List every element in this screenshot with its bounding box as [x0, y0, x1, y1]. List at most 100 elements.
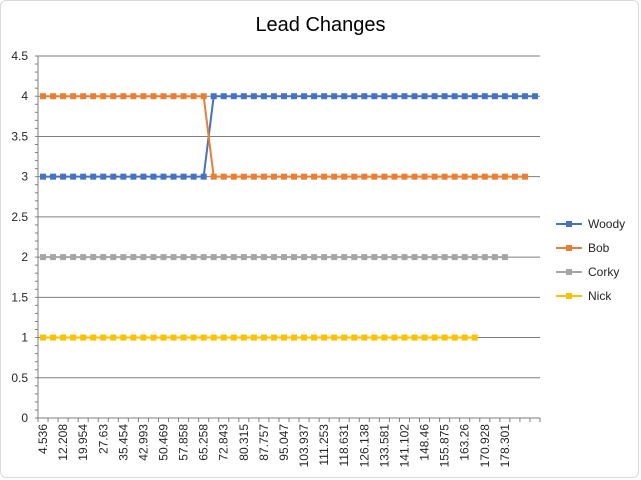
data-point	[230, 254, 237, 261]
data-point	[250, 334, 257, 341]
data-point	[70, 93, 77, 100]
data-point	[160, 334, 167, 341]
data-point	[511, 93, 518, 100]
data-point	[110, 173, 117, 180]
data-point	[331, 334, 338, 341]
data-point	[421, 254, 428, 261]
data-point	[170, 173, 177, 180]
data-point	[50, 173, 57, 180]
data-point	[431, 173, 438, 180]
series-corky	[40, 254, 508, 261]
y-tick-label: 1	[21, 331, 28, 345]
x-tick-label: 57.858	[177, 424, 191, 461]
data-point	[90, 93, 97, 100]
data-point	[411, 254, 418, 261]
x-tick-label: 50.469	[157, 424, 171, 461]
data-point	[441, 173, 448, 180]
data-point	[110, 254, 117, 261]
data-point	[280, 334, 287, 341]
data-point	[411, 334, 418, 341]
data-point	[521, 93, 528, 100]
data-point	[351, 254, 358, 261]
x-tick-label: 111.253	[317, 424, 331, 466]
data-point	[110, 334, 117, 341]
data-point	[341, 93, 348, 100]
data-point	[200, 93, 207, 100]
data-point	[361, 254, 368, 261]
data-point	[230, 93, 237, 100]
data-point	[451, 254, 458, 261]
data-point	[491, 93, 498, 100]
data-point	[240, 254, 247, 261]
data-point	[150, 334, 157, 341]
series-group	[40, 93, 538, 341]
data-point	[321, 173, 328, 180]
legend-item-nick: Nick	[556, 289, 612, 303]
data-point	[501, 173, 508, 180]
data-point	[291, 254, 298, 261]
data-point	[301, 254, 308, 261]
y-tick-label: 1.5	[11, 290, 28, 304]
x-tick-label: 19.954	[76, 424, 90, 461]
data-point	[150, 93, 157, 100]
data-point	[411, 93, 418, 100]
x-tick-label: 87.757	[257, 424, 271, 461]
x-tick-label: 35.454	[116, 424, 130, 461]
data-point	[270, 334, 277, 341]
data-point	[120, 334, 127, 341]
data-point	[371, 173, 378, 180]
x-tick-label: 178.301	[498, 424, 512, 468]
data-point	[351, 173, 358, 180]
data-point	[451, 93, 458, 100]
data-point	[170, 93, 177, 100]
data-point	[451, 334, 458, 341]
gridlines	[38, 55, 540, 379]
data-point	[230, 173, 237, 180]
x-tick-label: 80.315	[237, 424, 251, 461]
data-point	[280, 254, 287, 261]
data-point	[90, 254, 97, 261]
data-point	[421, 93, 428, 100]
legend-marker	[566, 293, 572, 299]
data-point	[210, 93, 217, 100]
data-point	[321, 334, 328, 341]
data-point	[351, 93, 358, 100]
data-point	[461, 334, 468, 341]
legend-marker	[566, 245, 572, 251]
data-point	[110, 93, 117, 100]
data-point	[130, 334, 137, 341]
data-point	[461, 93, 468, 100]
data-point	[280, 93, 287, 100]
data-point	[200, 254, 207, 261]
data-point	[130, 93, 137, 100]
data-point	[200, 173, 207, 180]
data-point	[190, 173, 197, 180]
data-point	[70, 254, 77, 261]
data-point	[40, 93, 47, 100]
x-tick-label: 170.928	[478, 424, 492, 468]
data-point	[331, 93, 338, 100]
data-point	[291, 93, 298, 100]
data-point	[501, 93, 508, 100]
x-tick-label: 155.875	[438, 424, 452, 468]
legend-item-woody: Woody	[556, 217, 625, 231]
data-point	[150, 173, 157, 180]
legend-label: Corky	[588, 265, 619, 279]
data-point	[481, 173, 488, 180]
y-tick-label: 3.5	[11, 129, 28, 143]
data-point	[481, 254, 488, 261]
data-point	[220, 254, 227, 261]
data-point	[401, 334, 408, 341]
data-point	[291, 334, 298, 341]
data-point	[50, 334, 57, 341]
data-point	[100, 173, 107, 180]
legend: Woody Bob Corky Nick	[556, 217, 625, 303]
data-point	[60, 254, 67, 261]
legend-label: Bob	[588, 241, 610, 255]
data-point	[80, 334, 87, 341]
data-point	[321, 93, 328, 100]
x-tick-label: 163.26	[458, 424, 472, 461]
data-point	[471, 93, 478, 100]
data-point	[90, 334, 97, 341]
